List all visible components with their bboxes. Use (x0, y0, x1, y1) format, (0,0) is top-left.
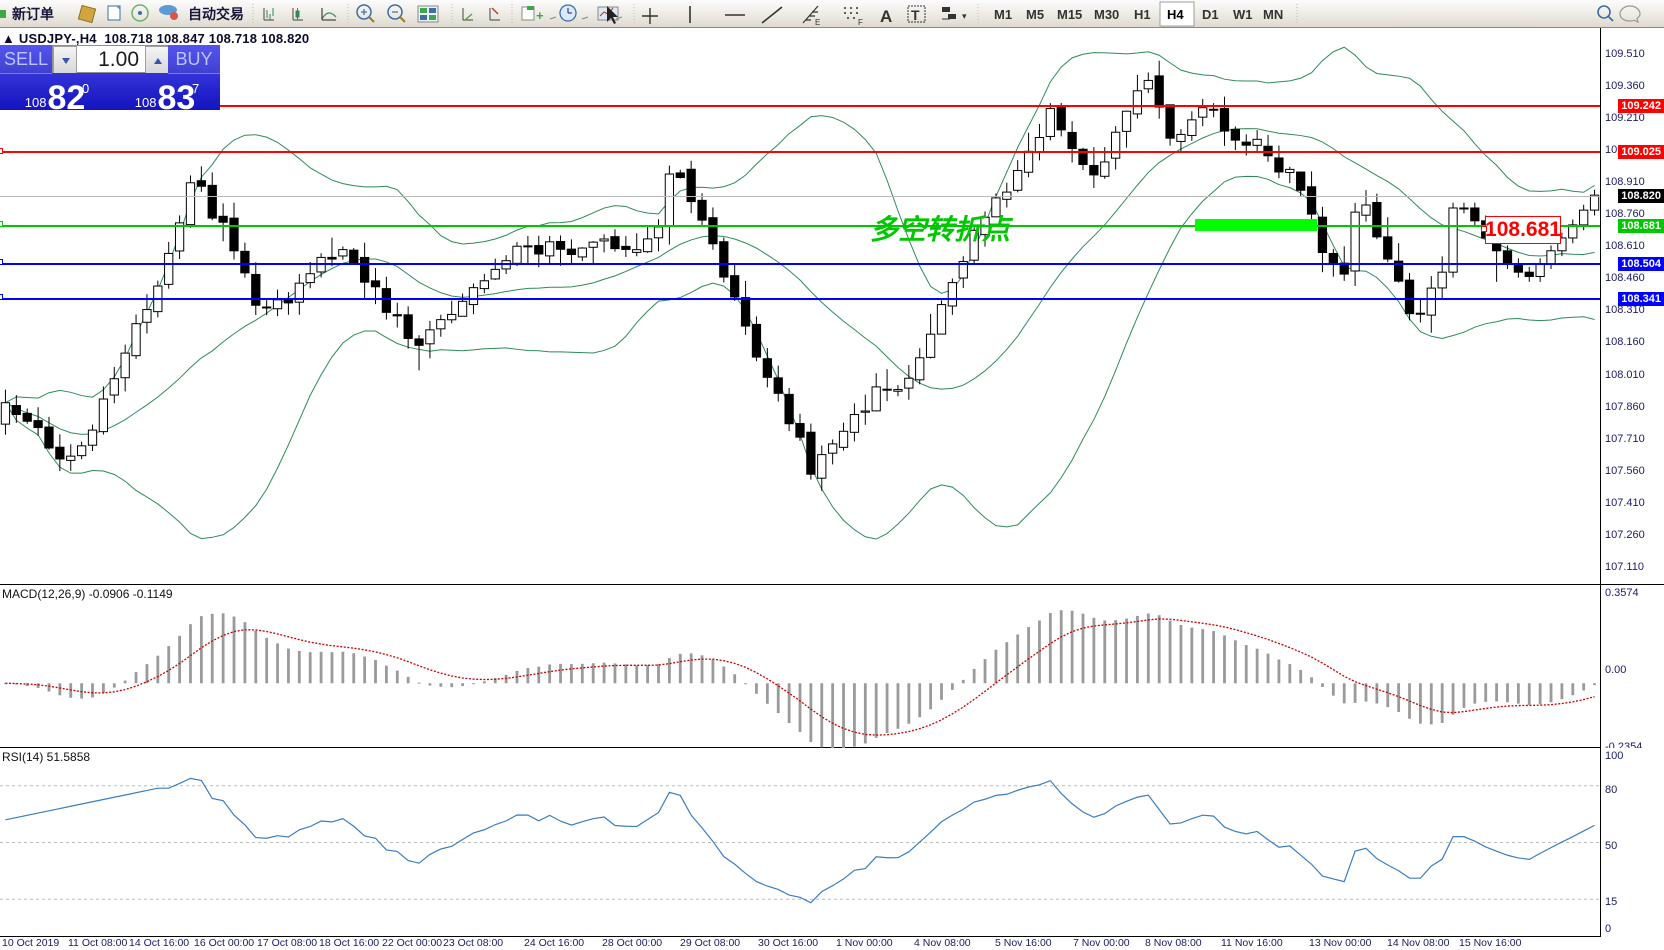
svg-text:新订单: 新订单 (12, 6, 54, 22)
svg-text:▾: ▾ (962, 11, 967, 21)
svg-text:H4: H4 (1167, 7, 1184, 22)
svg-text:F: F (858, 18, 863, 27)
svg-text:T: T (911, 7, 920, 23)
svg-text:M30: M30 (1094, 7, 1119, 22)
svg-text:M15: M15 (1057, 7, 1082, 22)
svg-text:M1: M1 (994, 7, 1012, 22)
svg-text:自动交易: 自动交易 (188, 6, 244, 22)
svg-text:D1: D1 (1202, 7, 1219, 22)
svg-text:H1: H1 (1134, 7, 1151, 22)
svg-text:+: + (536, 8, 544, 23)
svg-text:M5: M5 (1026, 7, 1044, 22)
svg-text:A: A (880, 7, 892, 26)
svg-text:W1: W1 (1233, 7, 1253, 22)
svg-text:E: E (815, 18, 820, 27)
svg-text:MN: MN (1263, 7, 1283, 22)
